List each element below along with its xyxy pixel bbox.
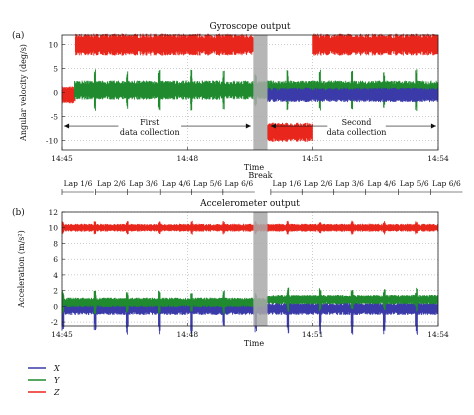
x-tick-label: 14:48 bbox=[177, 330, 199, 339]
lap-label: Lap 4/6 bbox=[367, 179, 396, 188]
lap-label: Lap 3/6 bbox=[129, 179, 158, 188]
break-label: Break bbox=[248, 171, 272, 180]
legend-label: Z bbox=[53, 388, 60, 397]
break-window bbox=[253, 35, 268, 150]
y-axis-label: Acceleration (m/s²) bbox=[17, 230, 26, 308]
x-tick-label: 14:54 bbox=[427, 330, 449, 339]
y-tick-label: 5 bbox=[53, 65, 58, 74]
series-z bbox=[61, 86, 76, 104]
second-arrowhead-right bbox=[430, 123, 436, 129]
y-tick-label: 8 bbox=[53, 239, 58, 248]
x-tick-label: 14:45 bbox=[51, 154, 73, 163]
lap-label: Lap 2/6 bbox=[304, 179, 333, 188]
series-z-path bbox=[312, 33, 439, 56]
panel-title: Gyroscope output bbox=[209, 22, 290, 32]
series-z bbox=[74, 33, 254, 56]
legend-label: X bbox=[53, 364, 60, 373]
x-tick-label: 14:45 bbox=[51, 330, 73, 339]
panel-label: (b) bbox=[12, 207, 25, 218]
y-tick-label: 10 bbox=[48, 41, 58, 50]
panel-title: Accelerometer output bbox=[199, 199, 300, 209]
y-tick-label: 10 bbox=[48, 224, 58, 233]
x-axis-label: Time bbox=[244, 339, 264, 348]
x-axis-label: Time bbox=[244, 163, 264, 172]
legend-label: Y bbox=[54, 376, 60, 385]
second-arrowhead-left bbox=[270, 123, 276, 129]
lap-label: Lap 2/6 bbox=[97, 179, 126, 188]
y-tick-label: -10 bbox=[46, 136, 58, 145]
y-axis-label: Angular velocity (deg/s) bbox=[19, 44, 28, 142]
lap-label: Lap 6/6 bbox=[432, 179, 461, 188]
lap-label: Lap 1/6 bbox=[64, 179, 93, 188]
y-tick-label: -2 bbox=[51, 318, 59, 327]
lap-label: Lap 5/6 bbox=[400, 179, 429, 188]
x-tick-label: 14:51 bbox=[302, 154, 324, 163]
second-annotation-line1: Second bbox=[342, 118, 372, 127]
y-tick-label: -5 bbox=[51, 112, 59, 121]
y-tick-label: 2 bbox=[53, 287, 58, 296]
second-annotation-line2: data collection bbox=[327, 128, 387, 137]
x-tick-label: 14:48 bbox=[177, 154, 199, 163]
series-z-path bbox=[74, 33, 254, 56]
y-tick-label: 12 bbox=[48, 208, 58, 217]
first-annotation-line1: First bbox=[140, 118, 160, 127]
x-tick-label: 14:54 bbox=[427, 154, 449, 163]
lap-label: Lap 1/6 bbox=[273, 179, 302, 188]
series-z-path bbox=[61, 86, 76, 104]
lap-label: Lap 4/6 bbox=[162, 179, 191, 188]
plot-frame bbox=[61, 211, 439, 327]
series-z bbox=[312, 33, 439, 56]
x-tick-label: 14:51 bbox=[302, 330, 324, 339]
first-arrowhead-right bbox=[245, 123, 251, 129]
y-tick-label: 0 bbox=[53, 302, 58, 311]
lap-label: Lap 5/6 bbox=[193, 179, 222, 188]
lap-label: Lap 6/6 bbox=[224, 179, 253, 188]
panel-label: (a) bbox=[12, 30, 24, 41]
lap-label: Lap 3/6 bbox=[335, 179, 364, 188]
y-tick-label: 0 bbox=[53, 89, 58, 98]
y-tick-label: 4 bbox=[53, 271, 58, 280]
y-tick-label: 6 bbox=[53, 255, 58, 264]
break-window bbox=[253, 212, 268, 326]
first-arrowhead-left bbox=[64, 123, 70, 129]
first-annotation-line2: data collection bbox=[120, 128, 180, 137]
